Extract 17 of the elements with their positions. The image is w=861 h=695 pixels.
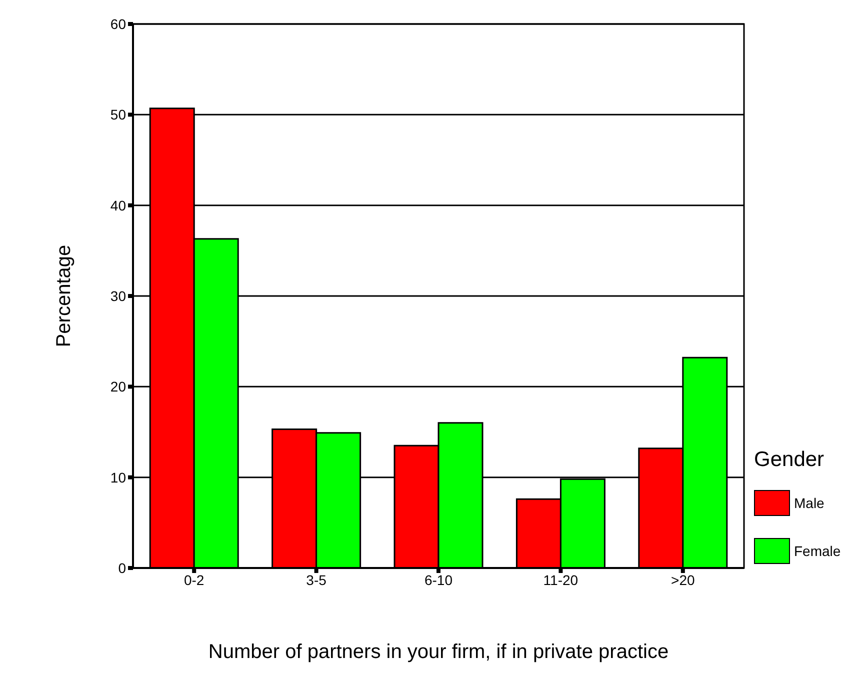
y-tick-label: 50 xyxy=(110,106,126,123)
y-tick-label: 30 xyxy=(110,288,126,304)
legend-label: Female xyxy=(794,543,841,559)
y-axis-title: Percentage xyxy=(53,244,76,348)
x-tick-label: >20 xyxy=(671,572,695,588)
y-tick-label: 0 xyxy=(118,560,126,576)
y-tick-label: 40 xyxy=(110,197,126,214)
y-tick-label: 10 xyxy=(110,469,126,486)
x-tick-label: 0-2 xyxy=(184,572,204,588)
legend-label: Male xyxy=(794,495,824,511)
y-tick-label: 20 xyxy=(110,378,126,395)
x-tick-label: 11-20 xyxy=(543,572,578,588)
x-tick-label: 6-10 xyxy=(424,572,453,588)
x-tick-label: 3-5 xyxy=(306,572,327,588)
x-axis-title: Number of partners in your firm, if in private practice xyxy=(208,641,669,663)
legend-title: Gender xyxy=(754,448,826,472)
y-tick-label: 60 xyxy=(110,16,126,32)
